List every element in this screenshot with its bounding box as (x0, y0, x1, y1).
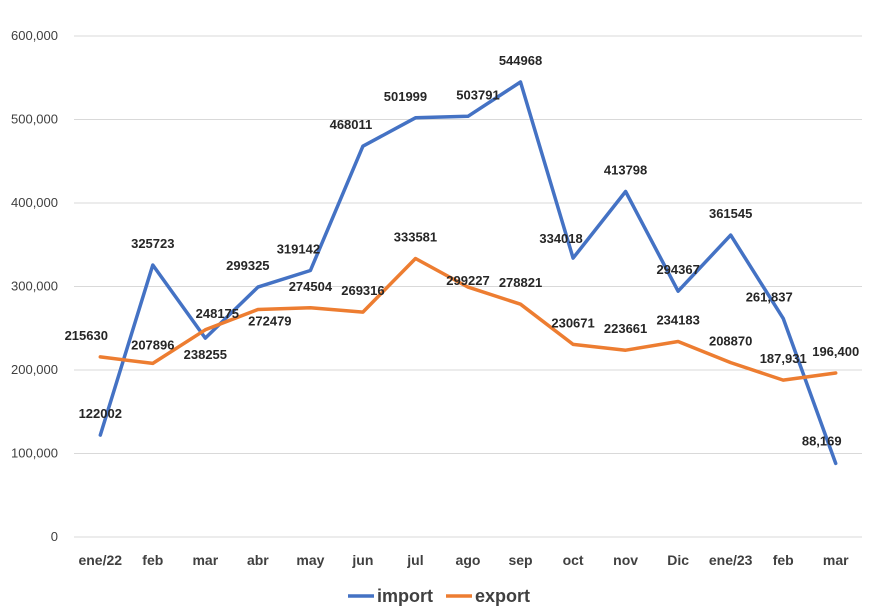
data-label-import: 238255 (184, 347, 227, 362)
x-tick-label: oct (563, 552, 584, 568)
x-tick-label: nov (613, 552, 638, 568)
y-axis-ticks: 0 100,000 200,000 300,000 400,000 500,000 600,… (11, 28, 58, 544)
legend-item-export[interactable]: export (446, 586, 530, 606)
x-tick-label: feb (142, 552, 163, 568)
x-tick-label: sep (508, 552, 532, 568)
data-label-export: 333581 (394, 229, 437, 244)
y-tick-label: 0 (51, 529, 58, 544)
x-tick-label: Dic (667, 552, 689, 568)
legend-label-import: import (377, 586, 433, 606)
data-label-import: 413798 (604, 162, 647, 177)
x-tick-label: ene/22 (78, 552, 122, 568)
x-tick-label: ago (456, 552, 481, 568)
data-label-export: 208870 (709, 334, 752, 349)
data-label-import: 299325 (226, 258, 269, 273)
series-lines (98, 80, 838, 466)
data-label-export: 234183 (656, 312, 699, 327)
data-label-import: 361545 (709, 206, 752, 221)
data-label-export: 299227 (446, 273, 489, 288)
x-tick-label: mar (192, 552, 218, 568)
data-label-export: 223661 (604, 321, 647, 336)
y-tick-label: 200,000 (11, 362, 58, 377)
data-label-export: 187,931 (760, 351, 807, 366)
y-tick-label: 500,000 (11, 112, 58, 127)
data-label-import: 319142 (277, 242, 320, 257)
data-label-import: 88,169 (802, 433, 842, 448)
data-label-import: 261,837 (746, 289, 793, 304)
x-axis-ticks: ene/22 feb mar abr may jun jul ago sep oct nov Dic e… (78, 552, 849, 568)
legend-label-export: export (475, 586, 530, 606)
data-label-import: 501999 (384, 89, 427, 104)
data-label-import: 294367 (656, 262, 699, 277)
data-label-export: 196,400 (812, 344, 859, 359)
data-label-export: 278821 (499, 275, 542, 290)
x-tick-label: abr (247, 552, 269, 568)
y-tick-label: 400,000 (11, 195, 58, 210)
gridlines (74, 35, 862, 538)
y-tick-label: 600,000 (11, 28, 58, 43)
data-labels: 122002 325723 238255 299325 319142 468011 5019… (65, 53, 860, 448)
y-tick-label: 300,000 (11, 279, 58, 294)
legend: import export (348, 586, 530, 606)
x-tick-label: feb (773, 552, 794, 568)
data-label-import: 468011 (330, 117, 373, 132)
x-tick-label: mar (823, 552, 849, 568)
data-label-export: 230671 (551, 315, 594, 330)
data-label-export: 272479 (248, 313, 291, 328)
data-label-import: 122002 (79, 406, 122, 421)
x-tick-label: may (296, 552, 324, 568)
y-tick-label: 100,000 (11, 446, 58, 461)
data-label-export: 215630 (65, 328, 108, 343)
data-label-import: 503791 (456, 87, 499, 102)
data-label-import: 325723 (131, 236, 174, 251)
x-tick-label: jun (351, 552, 373, 568)
data-label-export: 248175 (196, 306, 239, 321)
data-label-export: 269316 (341, 283, 384, 298)
data-label-export: 207896 (131, 337, 174, 352)
legend-item-import[interactable]: import (348, 586, 433, 606)
x-tick-label: jul (406, 552, 423, 568)
x-tick-label: ene/23 (709, 552, 753, 568)
data-label-export: 274504 (289, 279, 333, 294)
data-label-import: 544968 (499, 53, 542, 68)
data-label-import: 334018 (539, 231, 582, 246)
